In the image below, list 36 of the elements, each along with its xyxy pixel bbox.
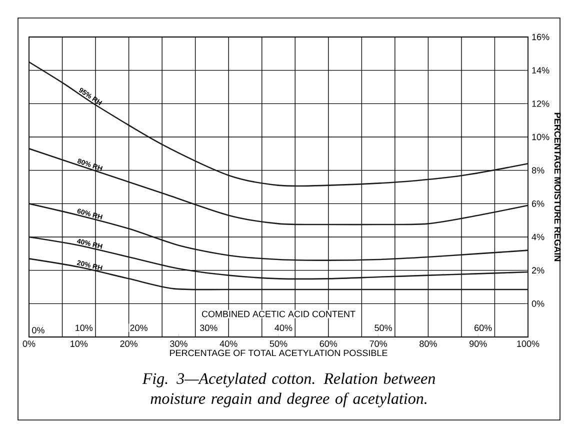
annotation: 40% bbox=[274, 324, 292, 332]
annotation: 0% bbox=[32, 327, 44, 334]
annotation: 10% bbox=[76, 324, 93, 332]
y-axis-title: PERCENTAGE MOISTURE REGAIN bbox=[554, 112, 561, 262]
x-tick-label: 60% bbox=[320, 340, 338, 347]
x-tick-label: 90% bbox=[470, 340, 487, 347]
line-series bbox=[29, 236, 528, 280]
x-tick-label: 100% bbox=[517, 340, 540, 347]
x-tick-label: 70% bbox=[370, 340, 387, 347]
y-tick-label: 4% bbox=[532, 234, 544, 240]
y-tick-label: 10% bbox=[532, 134, 550, 140]
x-tick-label: 30% bbox=[170, 340, 188, 347]
annotation: 30% bbox=[200, 324, 218, 332]
line-series bbox=[29, 61, 528, 187]
x-tick-label: 0% bbox=[22, 340, 36, 347]
y-tick-label: 6% bbox=[532, 200, 544, 207]
y-tick-label: 2% bbox=[532, 267, 544, 274]
annotation: 60% bbox=[474, 324, 492, 332]
line-series bbox=[29, 258, 528, 290]
y-tick-label: 8% bbox=[532, 167, 544, 174]
y-tick-label: 12% bbox=[532, 100, 550, 107]
x-tick-label: 10% bbox=[70, 340, 88, 347]
y-tick-label: 14% bbox=[532, 67, 550, 74]
line-series bbox=[29, 203, 528, 261]
x-axis-title: PERCENTAGE OF TOTAL ACETYLATION POSSIBLE bbox=[170, 350, 388, 356]
annotation: 50% bbox=[374, 324, 392, 332]
y-tick-label: 0% bbox=[532, 300, 544, 307]
annotation: COMBINED ACETIC ACID CONTENT bbox=[202, 310, 356, 318]
x-tick-label: 50% bbox=[270, 340, 288, 347]
annotation: 20% bbox=[130, 324, 148, 332]
x-tick-label: 40% bbox=[220, 340, 238, 347]
y-tick-label: 16% bbox=[532, 34, 550, 40]
x-tick-label: 80% bbox=[420, 340, 437, 347]
x-tick-label: 20% bbox=[120, 340, 138, 347]
caption: Fig. 3—Acetylated cotton. Relation between moisture regain and degree of acetylation. bbox=[142, 372, 436, 408]
line-series bbox=[29, 148, 528, 226]
